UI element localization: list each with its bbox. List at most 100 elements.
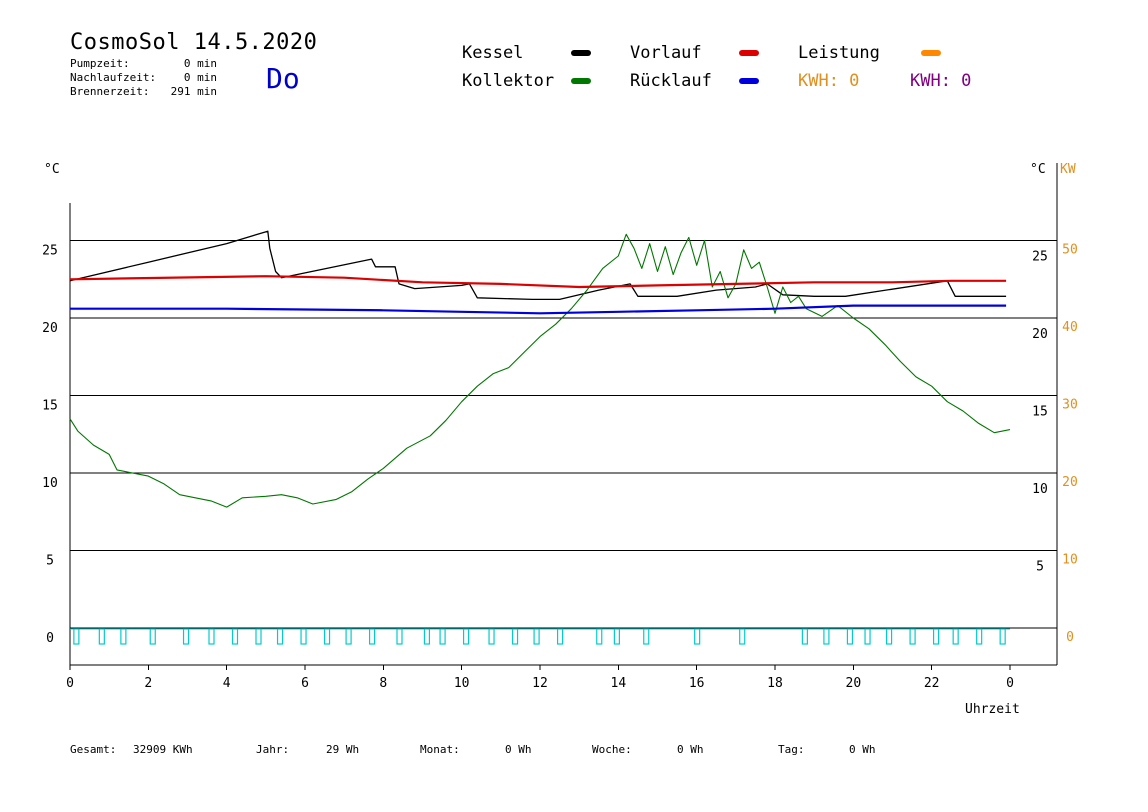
pump-pulse [511,628,519,645]
axes [69,163,1058,670]
x-tick-label: 8 [379,676,387,691]
y-left-tick-label: 0 [46,631,54,646]
legend-swatch-kollektor [571,78,591,84]
y-right-c-tick-label: 5 [1036,560,1044,575]
x-tick-label: 4 [223,676,231,691]
legend-vorlauf: Vorlauf [630,43,702,63]
x-tick-label: 22 [924,676,940,691]
pump-pulse [345,628,352,645]
pump-pulse [932,628,940,645]
legend-ruecklauf: Rücklauf [630,71,712,91]
footer-woche-value: 0 Wh [677,743,704,756]
pump-pulse [596,628,603,645]
grid-lines [70,240,1057,629]
pump-pulse [864,628,871,645]
pump-pulse [823,628,830,645]
pump-pulse [98,628,105,645]
pump-pulses [70,628,1010,645]
footer-jahr-value: 29 Wh [326,743,360,756]
y-right-c-tick-label: 20 [1032,327,1048,342]
x-tick-label: 0 [1006,676,1014,691]
tick-labels: 0 2 4 6 8 10 12 14 16 18 20 22 0 0 5 10 15 20 25 5 10 15 20 25 0… [42,243,1078,692]
pump-pulse [423,628,431,645]
pump-pulse [976,628,983,645]
footer-monat-value: 0 Wh [505,743,532,756]
pump-pulse [556,628,564,645]
legend-kollektor: Kollektor [462,71,555,91]
legend-swatch-ruecklauf [739,78,759,84]
legend-swatch-kessel [571,50,591,56]
pump-pulse [694,628,701,645]
y-right-kw-tick-label: 30 [1062,398,1078,413]
pump-time-value: 0 min [183,57,217,70]
series-line-kollektor [69,233,1011,508]
pump-pulse [120,628,127,645]
footer-jahr-label: Jahr: [256,743,290,756]
footer-tag-label: Tag: [778,743,805,756]
pump-pulse [231,628,239,645]
pump-pulse [643,628,650,645]
footer-woche-label: Woche: [592,743,632,756]
pump-pulse [846,628,854,645]
pump-pulse [300,628,307,645]
series-line-ruecklauf [70,304,1007,315]
series-line-vorlauf [69,275,1007,289]
y-right-kw-unit: KW [1060,162,1076,177]
pump-pulse [801,628,808,645]
x-tick-label: 16 [689,676,705,691]
pump-pulse [323,628,331,645]
y-right-c-tick-label: 15 [1032,405,1048,420]
pump-pulse [276,628,284,645]
legend-kwh-orange: KWH: 0 [798,71,860,91]
legend-swatch-vorlauf [739,50,759,56]
weekday-label: Do [266,62,300,95]
pump-pulse [462,628,470,645]
y-right-kw-tick-label: 10 [1062,553,1078,568]
pump-pulse [613,628,620,645]
y-right-kw-tick-label: 50 [1062,243,1078,258]
y-right-c-unit: °C [1030,162,1046,177]
y-right-kw-tick-label: 20 [1062,475,1078,490]
y-right-kw-tick-label: 40 [1062,320,1078,335]
x-tick-label: 2 [144,676,152,691]
x-tick-label: 10 [454,676,470,691]
pump-pulse [149,628,156,645]
x-tick-label: 18 [767,676,783,691]
legend-swatch-leistung [921,50,941,56]
pump-pulse [952,628,959,645]
chart-title: CosmoSol 14.5.2020 [70,30,318,55]
footer-gesamt-value: 32909 KWh [133,743,193,756]
series-line-kessel [69,230,1007,301]
pump-time-label: Pumpzeit: [70,57,130,70]
x-axis-label: Uhrzeit [965,702,1020,717]
pump-pulse [368,628,376,645]
nachlauf-time-label: Nachlaufzeit: [70,71,157,84]
x-tick-label: 6 [301,676,309,691]
y-left-unit: °C [44,162,60,177]
pump-pulse [182,628,190,645]
footer-monat-label: Monat: [420,743,460,756]
legend-kessel: Kessel [462,43,524,63]
pump-pulse [396,628,403,645]
footer-tag-value: 0 Wh [849,743,876,756]
y-left-tick-label: 20 [42,321,58,336]
pump-pulse [488,628,495,645]
y-left-tick-label: 5 [46,554,54,569]
legend-leistung: Leistung [798,43,880,63]
y-right-kw-tick-label: 0 [1066,630,1074,645]
y-right-c-tick-label: 10 [1032,482,1048,497]
brenner-time-label: Brennerzeit: [70,85,150,98]
y-right-c-tick-label: 25 [1032,250,1048,265]
pump-pulse [739,628,746,645]
brenner-time-value: 291 min [170,85,217,98]
pump-pulse [73,628,80,645]
pump-pulse [439,628,446,645]
series-lines [69,230,1011,508]
pump-pulse [909,628,916,645]
footer-gesamt-label: Gesamt: [70,743,117,756]
y-left-tick-label: 15 [42,399,58,414]
nachlauf-time-value: 0 min [183,71,217,84]
x-tick-label: 12 [532,676,548,691]
y-left-tick-label: 10 [42,476,58,491]
